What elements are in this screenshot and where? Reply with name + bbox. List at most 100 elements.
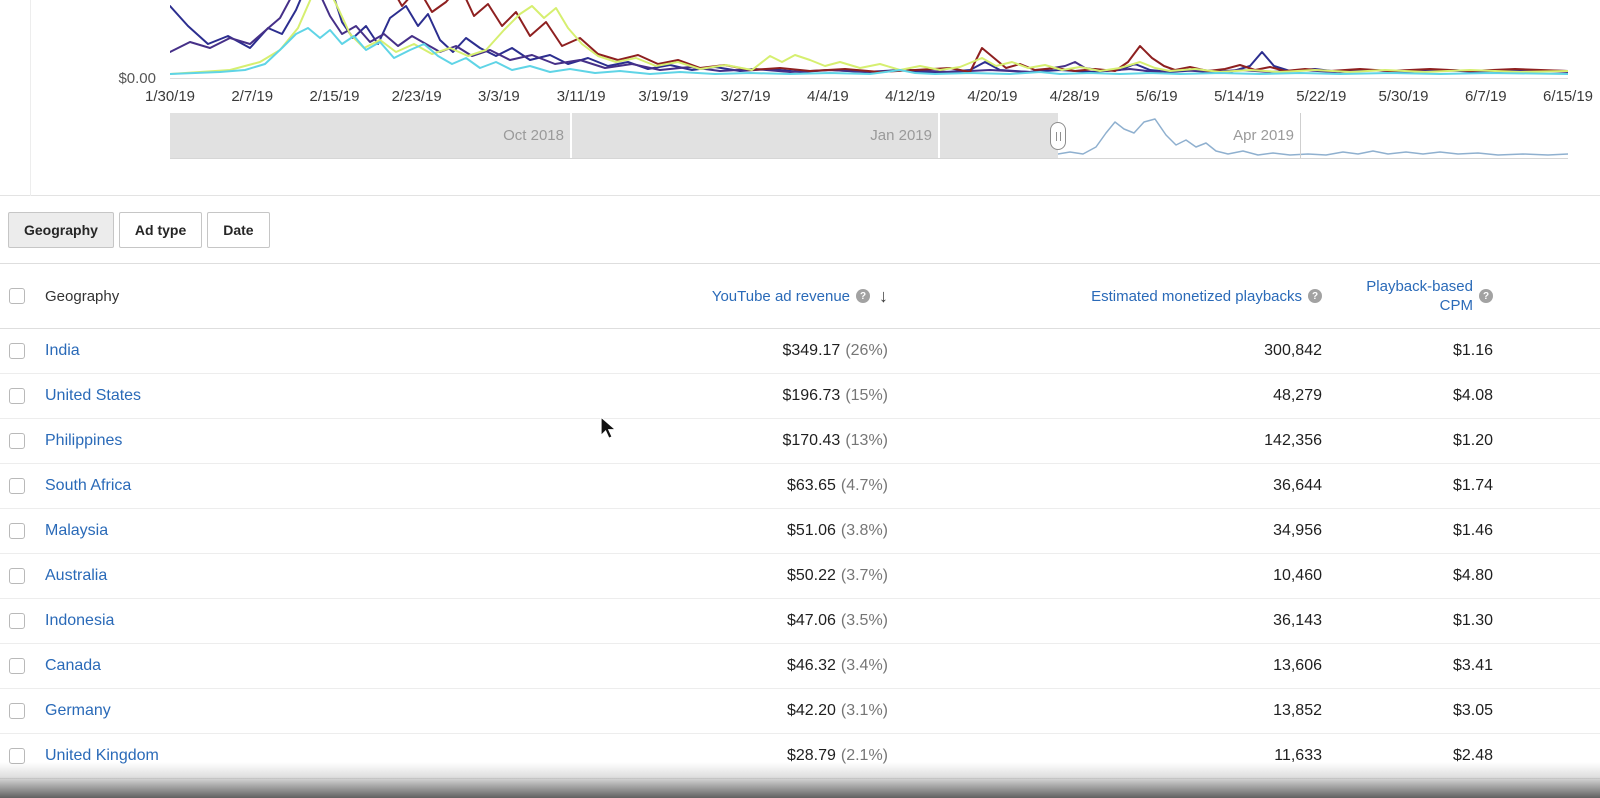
table-row[interactable]: Australia $50.22 (3.7%) 10,460 $4.80 <box>0 554 1600 599</box>
playbacks-value: 13,852 <box>1273 702 1322 719</box>
x-axis-tick: 5/30/19 <box>1378 88 1429 105</box>
scrubber-selected-range[interactable] <box>1058 113 1568 158</box>
table-row[interactable]: United States $196.73 (15%) 48,279 $4.08 <box>0 374 1600 419</box>
revenue-line-chart[interactable] <box>170 0 1568 78</box>
playbacks-header-label: Estimated monetized playbacks <box>1091 287 1302 305</box>
left-divider <box>30 0 31 196</box>
revenue-share: (3.4%) <box>840 657 888 674</box>
country-link[interactable]: Indonesia <box>45 612 115 629</box>
x-axis-tick: 5/14/19 <box>1214 88 1265 105</box>
timeline-scrubber[interactable]: Oct 2018 Jan 2019 Apr 2019 <box>170 113 1568 159</box>
cpm-header-label: Playback-based CPM <box>1366 277 1473 315</box>
table-row[interactable]: Philippines $170.43 (13%) 142,356 $1.20 <box>0 419 1600 464</box>
x-axis-tick: 3/3/19 <box>478 88 520 105</box>
playbacks-column-header[interactable]: Estimated monetized playbacks ? <box>1091 288 1322 305</box>
x-axis-tick: 3/11/19 <box>556 88 606 105</box>
help-icon[interactable]: ? <box>1308 289 1322 303</box>
table-row[interactable]: South Africa $63.65 (4.7%) 36,644 $1.74 <box>0 464 1600 509</box>
dimension-tabs: Geography Ad type Date <box>0 196 1600 263</box>
x-axis-tick: 2/15/19 <box>309 88 360 105</box>
x-axis: 1/30/19 2/7/19 2/15/19 2/23/19 3/3/19 3/… <box>145 88 1593 108</box>
country-link[interactable]: Germany <box>45 702 111 719</box>
playbacks-value: 36,143 <box>1273 612 1322 629</box>
tab-geography[interactable]: Geography <box>8 211 114 248</box>
help-icon[interactable]: ? <box>1479 289 1493 303</box>
revenue-column-header[interactable]: YouTube ad revenue ? ↓ <box>712 286 888 307</box>
table-row[interactable]: Indonesia $47.06 (3.5%) 36,143 $1.30 <box>0 599 1600 644</box>
x-axis-tick: 6/15/19 <box>1542 88 1594 105</box>
country-link[interactable]: United States <box>45 387 142 404</box>
table-body: India $349.17 (26%) 300,842 $1.16 United … <box>0 329 1600 779</box>
country-link[interactable]: Philippines <box>45 432 123 449</box>
tab-ad-type[interactable]: Ad type <box>118 211 203 248</box>
x-axis-tick: 3/19/19 <box>638 88 689 105</box>
sort-descending-icon[interactable]: ↓ <box>879 285 888 306</box>
x-axis-tick: 4/28/19 <box>1049 88 1100 105</box>
row-checkbox[interactable] <box>9 703 25 719</box>
revenue-value: $51.06 <box>786 522 836 539</box>
table-row[interactable]: India $349.17 (26%) 300,842 $1.16 <box>0 329 1600 374</box>
x-axis-tick: 1/30/19 <box>144 88 196 105</box>
revenue-share: (2.1%) <box>840 747 888 764</box>
cpm-value: $1.20 <box>1452 432 1493 449</box>
cpm-value: $1.46 <box>1452 522 1493 539</box>
x-axis-tick: 2/7/19 <box>231 88 274 105</box>
revenue-share: (15%) <box>845 387 888 404</box>
revenue-value: $47.06 <box>786 612 836 629</box>
scrubber-unselected-range[interactable] <box>170 113 1058 158</box>
table-row[interactable]: Canada $46.32 (3.4%) 13,606 $3.41 <box>0 644 1600 689</box>
row-checkbox[interactable] <box>9 343 25 359</box>
row-checkbox[interactable] <box>9 613 25 629</box>
playbacks-value: 48,279 <box>1273 387 1322 404</box>
geography-column-header: Geography <box>45 287 120 305</box>
select-all-checkbox[interactable] <box>9 288 25 304</box>
revenue-share: (13%) <box>845 432 888 449</box>
revenue-header-label: YouTube ad revenue <box>711 287 850 305</box>
revenue-share: (4.7%) <box>840 477 888 494</box>
timeline-sparkline <box>1058 118 1568 156</box>
country-link[interactable]: Canada <box>45 657 102 674</box>
row-checkbox[interactable] <box>9 658 25 674</box>
country-link[interactable]: South Africa <box>45 477 132 494</box>
cpm-value: $4.08 <box>1452 387 1493 404</box>
playbacks-value: 34,956 <box>1273 522 1322 539</box>
table-header: Geography YouTube ad revenue ? ↓ Estimat… <box>0 263 1600 329</box>
tab-date[interactable]: Date <box>207 211 270 248</box>
cpm-column-header[interactable]: Playback-based CPM ? <box>1361 277 1493 316</box>
revenue-value: $42.20 <box>786 702 836 719</box>
scrubber-handle[interactable] <box>1050 122 1066 150</box>
revenue-share: (3.7%) <box>840 567 888 584</box>
country-link[interactable]: India <box>45 342 80 359</box>
country-link[interactable]: Australia <box>45 567 108 584</box>
x-axis-tick: 5/22/19 <box>1296 88 1347 105</box>
y-axis-zero-label: $0.00 <box>118 70 156 87</box>
revenue-share: (3.5%) <box>840 612 888 629</box>
row-checkbox[interactable] <box>9 523 25 539</box>
row-checkbox[interactable] <box>9 433 25 449</box>
month-gridline <box>938 113 940 158</box>
table-row[interactable]: Germany $42.20 (3.1%) 13,852 $3.05 <box>0 689 1600 734</box>
row-checkbox[interactable] <box>9 478 25 494</box>
table-row[interactable]: United Kingdom $28.79 (2.1%) 11,633 $2.48 <box>0 734 1600 779</box>
table-row[interactable]: Malaysia $51.06 (3.8%) 34,956 $1.46 <box>0 509 1600 554</box>
x-axis-tick: 4/20/19 <box>967 88 1018 105</box>
country-link[interactable]: Malaysia <box>45 522 109 539</box>
row-checkbox[interactable] <box>9 748 25 764</box>
x-axis-tick: 3/27/19 <box>720 88 771 105</box>
revenue-value: $50.22 <box>786 567 836 584</box>
x-axis-tick: 4/12/19 <box>885 88 936 105</box>
playbacks-value: 300,842 <box>1264 342 1322 359</box>
help-icon[interactable]: ? <box>856 289 870 303</box>
playbacks-value: 11,633 <box>1274 747 1322 764</box>
revenue-value: $28.79 <box>786 747 836 764</box>
cpm-value: $3.41 <box>1452 657 1493 674</box>
revenue-share: (3.1%) <box>840 702 888 719</box>
revenue-value: $46.32 <box>786 657 836 674</box>
revenue-value: $196.73 <box>782 387 841 404</box>
row-checkbox[interactable] <box>9 568 25 584</box>
row-checkbox[interactable] <box>9 388 25 404</box>
country-link[interactable]: United Kingdom <box>45 747 159 764</box>
revenue-value: $63.65 <box>786 477 836 494</box>
cpm-value: $2.48 <box>1452 747 1493 764</box>
